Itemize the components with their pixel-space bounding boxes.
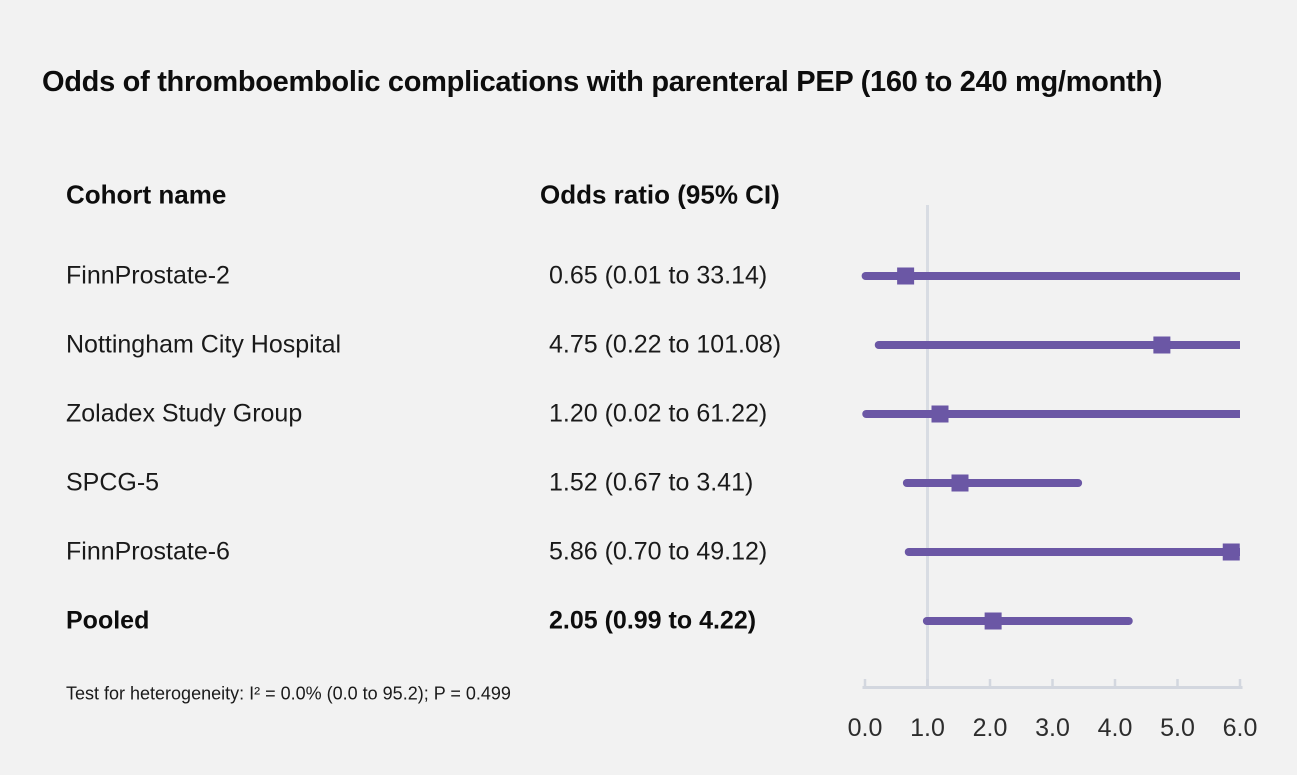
ci-cap-low: [874, 341, 883, 349]
odds-ratio-marker: [897, 267, 915, 285]
x-tick-label: 6.0: [1223, 714, 1258, 742]
odds-ratio-marker: [1222, 543, 1240, 561]
odds-ratio-value: 1.52 (0.67 to 3.41): [549, 468, 754, 497]
ci-cap-high: [1124, 617, 1133, 625]
column-header-cohort-name: Cohort name: [66, 179, 227, 210]
odds-ratio-marker: [1153, 336, 1171, 354]
odds-ratio-value: 5.86 (0.70 to 49.12): [549, 537, 768, 566]
x-tick-label: 4.0: [1098, 714, 1133, 742]
cohort-name-label: FinnProstate-2: [66, 261, 230, 290]
ci-cap-low: [862, 410, 871, 418]
x-tick-label: 2.0: [973, 714, 1008, 742]
cohort-name-label: SPCG-5: [66, 468, 160, 497]
ci-cap-low: [861, 272, 870, 280]
cohort-name-label: FinnProstate-6: [66, 537, 230, 566]
column-header-odds-ratio: Odds ratio (95% CI): [540, 179, 780, 210]
x-tick-label: 1.0: [910, 714, 945, 742]
x-tick-label: 3.0: [1035, 714, 1070, 742]
ci-cap-low: [904, 548, 913, 556]
odds-ratio-marker: [951, 474, 969, 492]
x-tick-label: 5.0: [1160, 714, 1195, 742]
odds-ratio-value: 4.75 (0.22 to 101.08): [549, 330, 782, 359]
ci-cap-low: [902, 479, 911, 487]
x-tick-label: 0.0: [848, 714, 883, 742]
odds-ratio-marker: [931, 405, 949, 423]
ci-cap-low: [922, 617, 931, 625]
cohort-name-label: Nottingham City Hospital: [66, 330, 342, 359]
cohort-name-label: Zoladex Study Group: [66, 399, 303, 428]
heterogeneity-footnote: Test for heterogeneity: I² = 0.0% (0.0 t…: [66, 683, 511, 704]
page-title: Odds of thromboembolic complications wit…: [42, 66, 1163, 98]
odds-ratio-marker: [984, 612, 1002, 630]
odds-ratio-value: 2.05 (0.99 to 4.22): [549, 606, 757, 635]
odds-ratio-value: 1.20 (0.02 to 61.22): [549, 399, 768, 428]
ci-cap-high: [1074, 479, 1083, 487]
odds-ratio-value: 0.65 (0.01 to 33.14): [549, 261, 768, 290]
cohort-name-label: Pooled: [66, 606, 150, 635]
